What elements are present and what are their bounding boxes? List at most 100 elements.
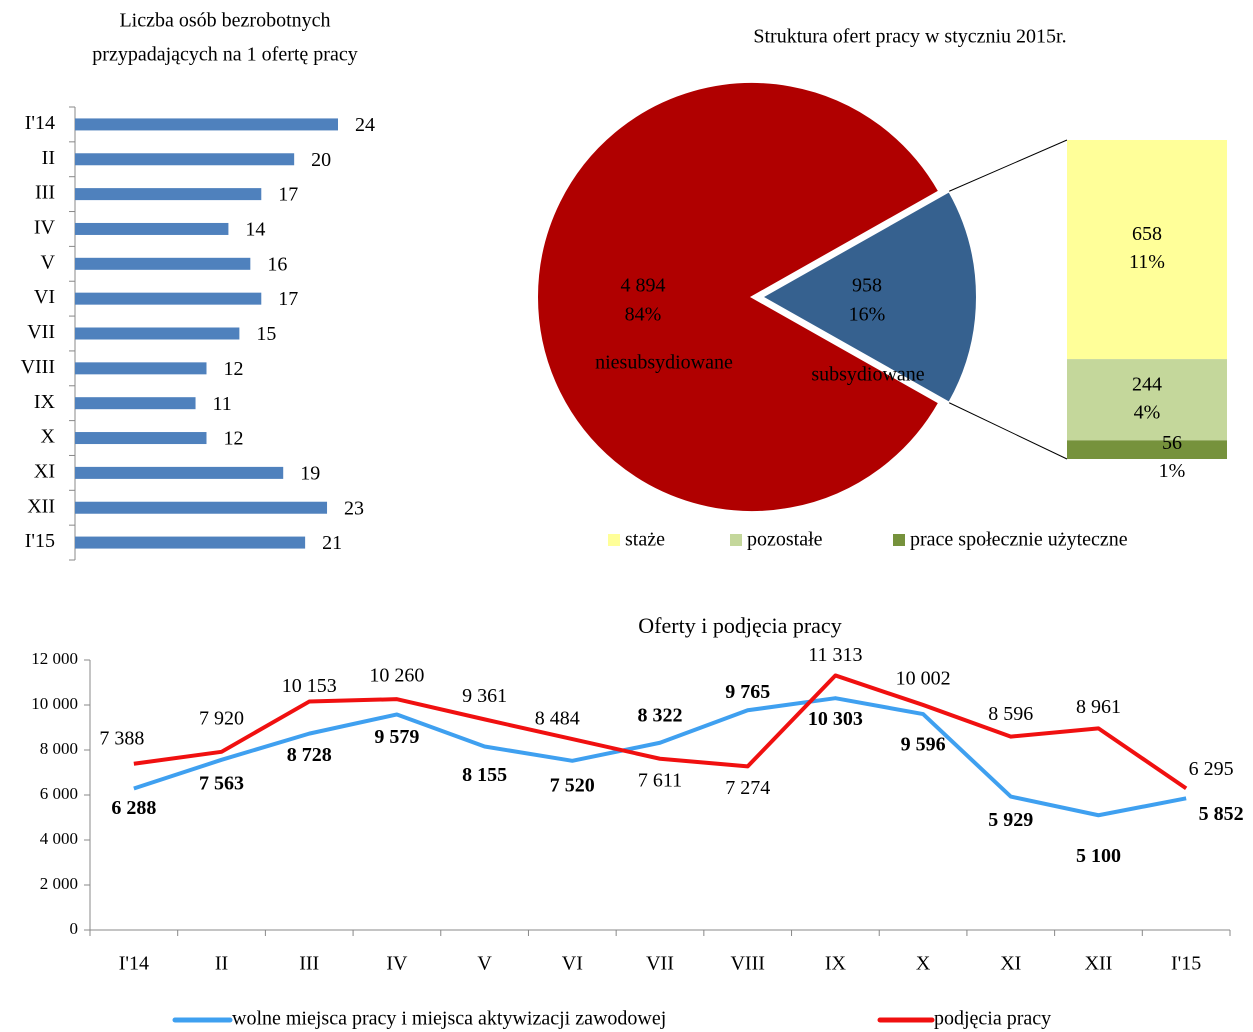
slice-label: subsydiowane: [811, 364, 924, 386]
percent-label: 4%: [1134, 401, 1161, 423]
value-label: 8 596: [988, 703, 1033, 725]
value-label: 7 563: [199, 772, 244, 794]
stack-segment: [1067, 440, 1227, 459]
y-tick-label: 4 000: [40, 829, 78, 848]
category-label: IX: [34, 391, 56, 413]
line-title: Oferty i podjęcia pracy: [638, 613, 841, 638]
value-label: 24: [355, 114, 375, 136]
category-label: II: [42, 147, 55, 169]
bar: [75, 466, 284, 479]
category-label: I'14: [25, 112, 55, 134]
value-label: 17: [278, 288, 298, 310]
legend-label: pozostałe: [747, 529, 823, 551]
value-label: 19: [300, 462, 320, 484]
value-label: 6 288: [111, 797, 156, 819]
x-tick-label: II: [215, 953, 228, 975]
x-tick-label: I'14: [119, 953, 149, 975]
value-label: 7 520: [550, 774, 595, 796]
stack-segment: [1067, 140, 1227, 360]
pie-slice: [759, 189, 978, 405]
category-label: V: [41, 251, 56, 273]
value-label: 10 303: [808, 708, 863, 730]
legend-swatch: [893, 534, 905, 546]
value-label: 4 894: [621, 275, 666, 297]
category-label: VII: [27, 321, 55, 343]
category-label: I'15: [25, 530, 55, 552]
value-label: 5 100: [1076, 845, 1121, 867]
legend-label: prace społecznie użyteczne: [910, 529, 1128, 551]
y-tick-label: 0: [70, 919, 79, 938]
value-label: 8 961: [1076, 696, 1121, 718]
value-label: 8 728: [287, 744, 332, 766]
value-label: 11 313: [808, 644, 862, 666]
x-tick-label: X: [916, 953, 931, 975]
bar: [75, 188, 262, 201]
category-label: X: [41, 426, 56, 448]
legend-swatch: [730, 534, 742, 546]
value-label: 9 596: [901, 734, 946, 756]
y-tick-label: 10 000: [31, 694, 78, 713]
value-label: 20: [311, 149, 331, 171]
x-tick-label: IX: [825, 953, 847, 975]
value-label: 10 002: [896, 668, 951, 690]
bar: [75, 362, 207, 375]
value-label: 9 765: [725, 681, 770, 703]
x-tick-label: IV: [386, 953, 408, 975]
x-tick-label: V: [477, 953, 492, 975]
category-label: VIII: [21, 356, 55, 378]
x-tick-label: III: [299, 953, 319, 975]
value-label: 12: [224, 358, 244, 380]
stack-segment: [1067, 359, 1227, 441]
category-label: XII: [27, 495, 55, 517]
bar-title: Liczba osób bezrobotnych: [119, 10, 330, 32]
x-tick-label: XI: [1000, 953, 1021, 975]
value-label: 7 388: [99, 727, 144, 749]
value-label: 9 361: [462, 685, 507, 707]
value-label: 244: [1132, 373, 1162, 395]
bar: [75, 327, 240, 340]
bar: [75, 397, 196, 410]
x-tick-label: VII: [646, 953, 674, 975]
value-label: 12: [224, 428, 244, 450]
value-label: 16: [267, 253, 287, 275]
y-tick-label: 6 000: [40, 784, 78, 803]
value-label: 8 484: [535, 708, 580, 730]
connector: [948, 139, 1068, 192]
bar: [75, 222, 229, 235]
category-label: XI: [34, 460, 55, 482]
slice-label: niesubsydiowane: [595, 352, 733, 374]
value-label: 10 153: [282, 675, 337, 697]
bar-title: przypadających na 1 ofertę pracy: [92, 44, 357, 66]
value-label: 14: [245, 219, 265, 241]
percent-label: 84%: [625, 304, 662, 326]
value-label: 5 852: [1199, 803, 1244, 825]
value-label: 8 322: [638, 704, 683, 726]
bar: [75, 118, 338, 131]
value-label: 5 929: [988, 809, 1033, 831]
y-tick-label: 8 000: [40, 739, 78, 758]
percent-label: 11%: [1129, 251, 1165, 273]
value-label: 658: [1132, 223, 1162, 245]
line-series: [133, 696, 1187, 818]
value-label: 7 274: [725, 777, 770, 799]
category-label: III: [35, 182, 55, 204]
bar: [75, 257, 251, 270]
value-label: 958: [852, 275, 882, 297]
x-tick-label: I'15: [1171, 953, 1201, 975]
value-label: 56: [1162, 432, 1182, 454]
legend-label: wolne miejsca pracy i miejsca aktywizacj…: [232, 1008, 666, 1030]
bar: [75, 501, 328, 514]
y-tick-label: 2 000: [40, 874, 78, 893]
percent-label: 1%: [1159, 460, 1186, 482]
x-tick-label: VIII: [730, 953, 764, 975]
legend-label: podjęcia pracy: [934, 1008, 1051, 1030]
connector: [948, 402, 1068, 460]
percent-label: 16%: [849, 304, 886, 326]
legend-swatch: [608, 534, 620, 546]
pie-title: Struktura ofert pracy w styczniu 2015r.: [753, 26, 1066, 48]
value-label: 6 295: [1189, 758, 1234, 780]
value-label: 21: [322, 532, 342, 554]
value-label: 17: [278, 184, 298, 206]
value-label: 11: [213, 393, 232, 415]
